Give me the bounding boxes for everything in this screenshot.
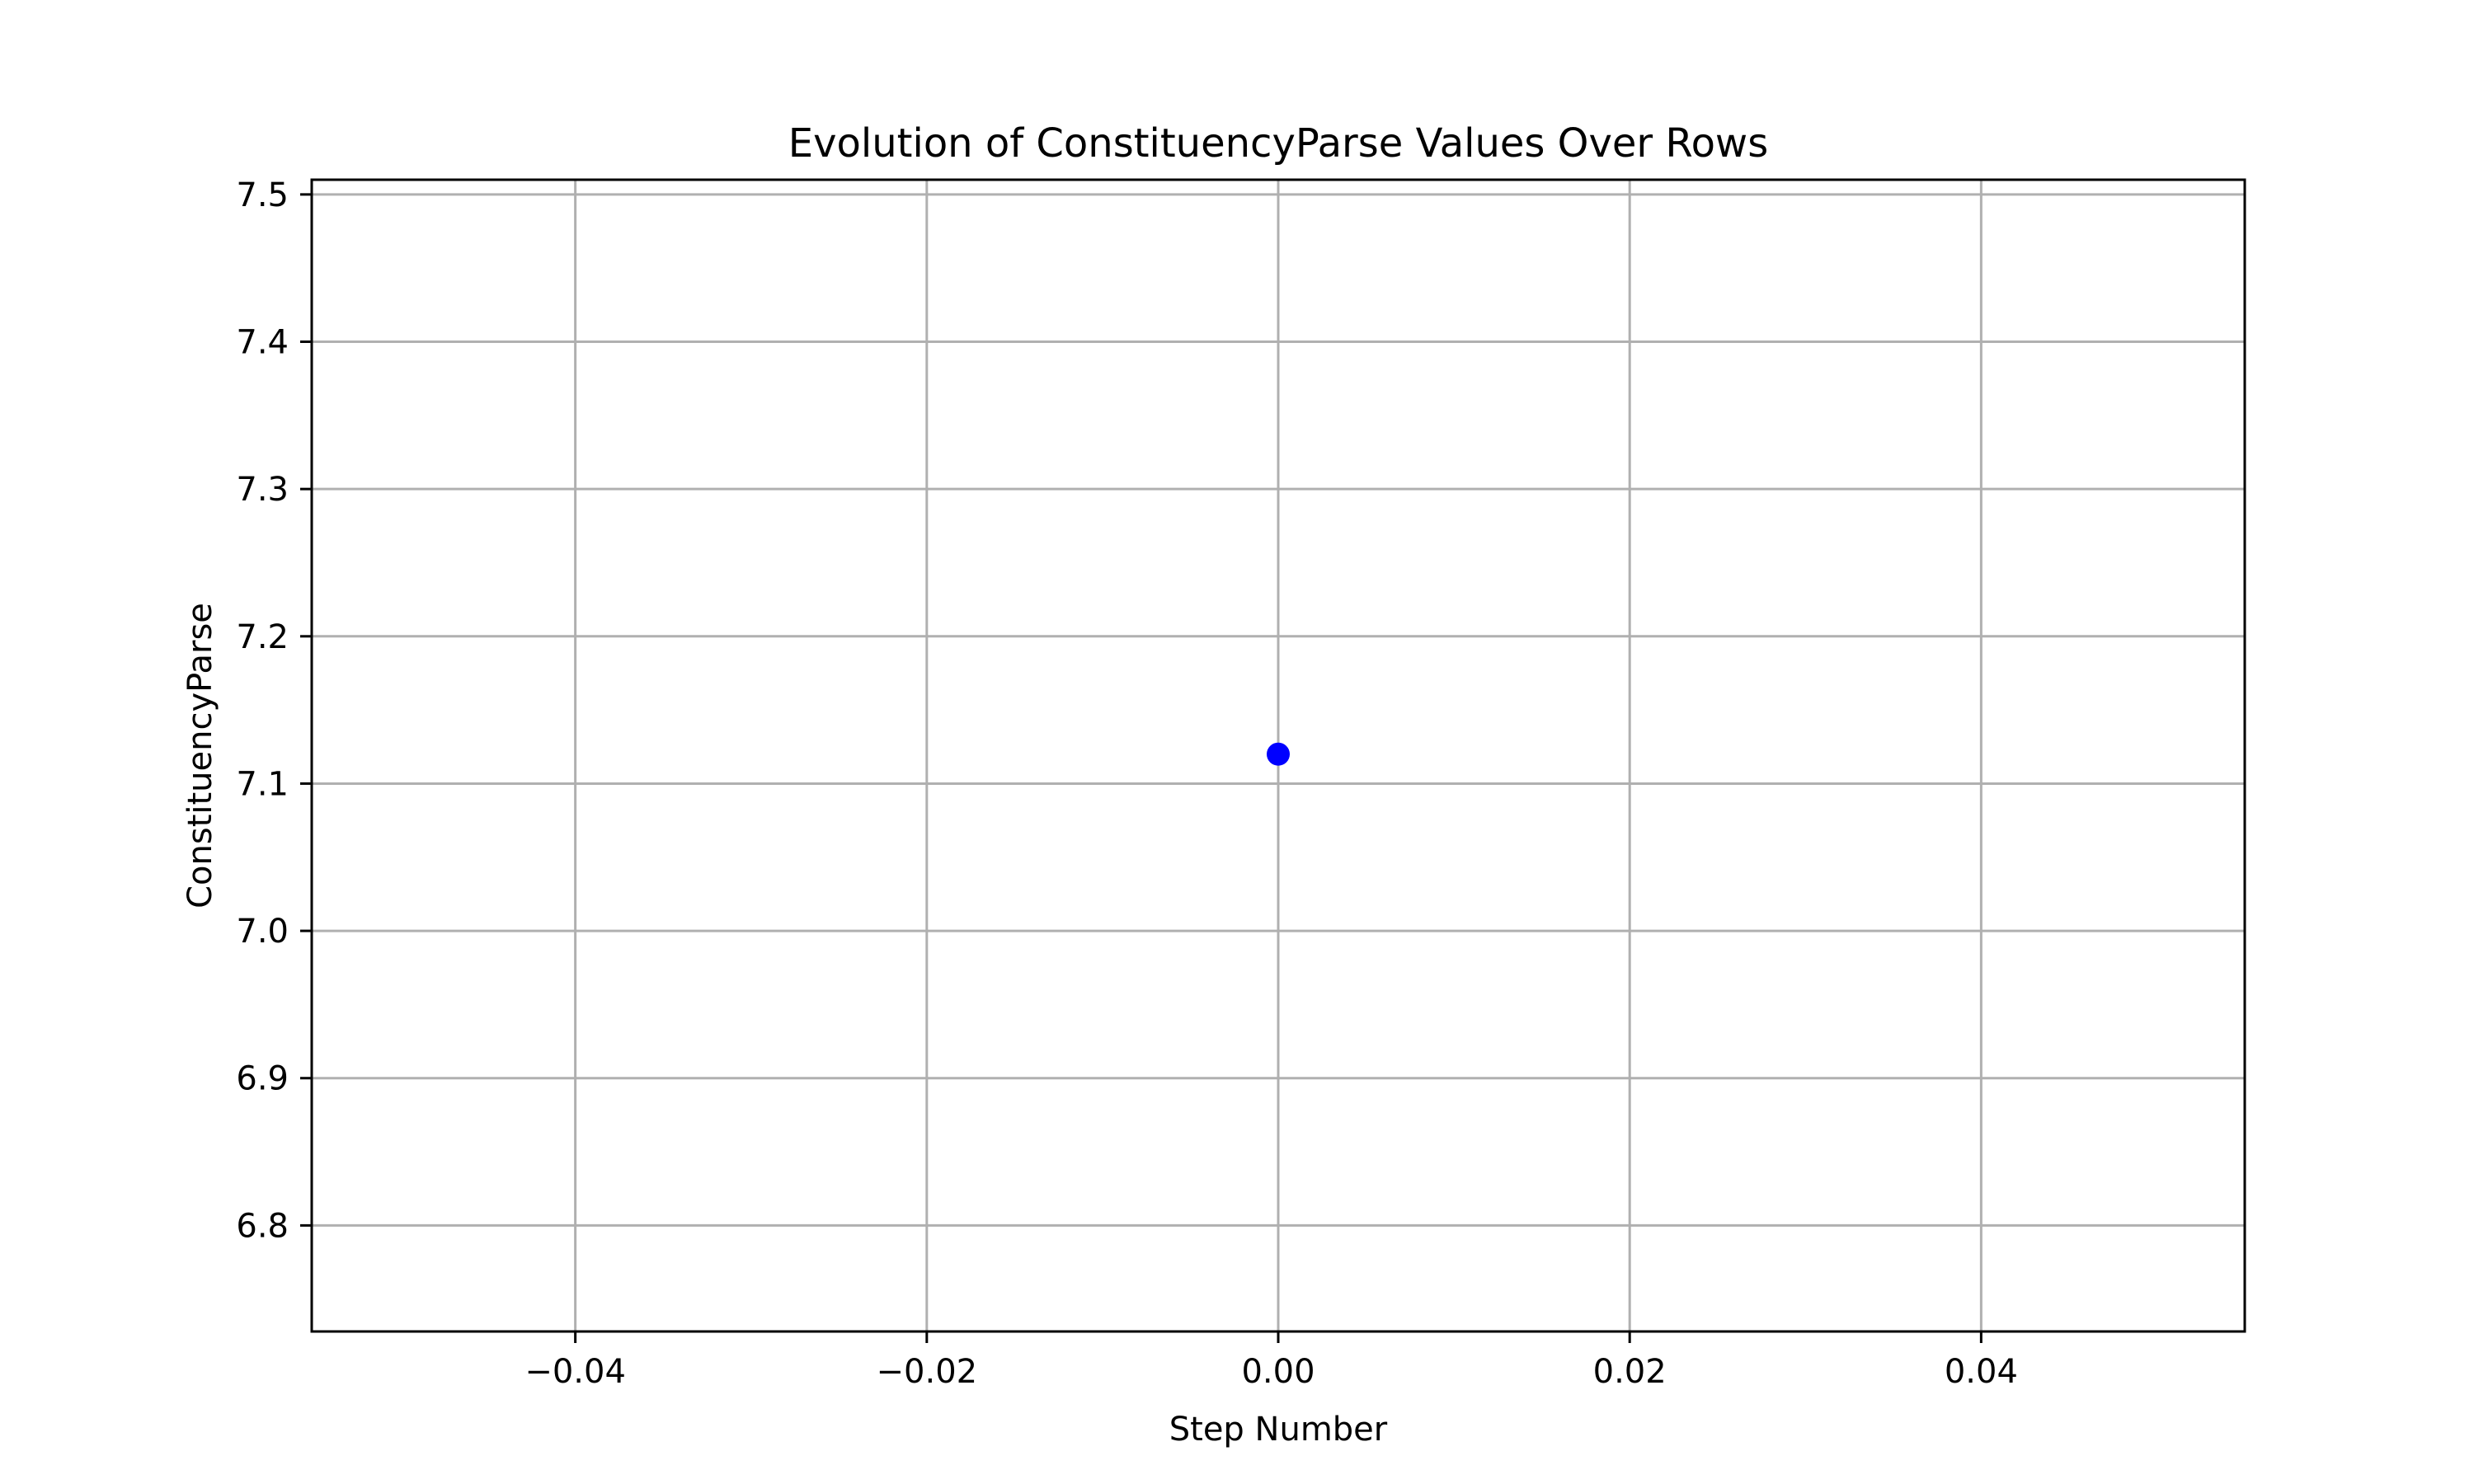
x-tick-label: 0.00 [1241, 1353, 1315, 1391]
x-tick-label: 0.04 [1945, 1353, 2018, 1391]
x-axis-ticks: −0.04 −0.02 0.00 0.02 0.04 [524, 1331, 2018, 1391]
y-tick-label: 7.5 [236, 176, 289, 214]
y-axis-ticks: 6.8 6.9 7.0 7.1 7.2 7.3 7.4 7.5 [236, 176, 312, 1245]
data-points [1267, 742, 1290, 766]
y-axis-label: ConstituencyParse [181, 603, 219, 909]
y-tick-label: 7.4 [236, 324, 289, 362]
data-point [1267, 742, 1290, 766]
x-tick-label: 0.02 [1593, 1353, 1667, 1391]
grid [312, 180, 2245, 1331]
chart-title: Evolution of ConstituencyParse Values Ov… [788, 120, 1768, 167]
y-tick-label: 7.2 [236, 618, 289, 656]
y-tick-label: 6.8 [236, 1207, 289, 1245]
plot-frame [310, 178, 2246, 1333]
y-tick-label: 7.3 [236, 471, 289, 509]
y-tick-label: 6.9 [236, 1060, 289, 1098]
x-tick-label: −0.02 [877, 1353, 978, 1391]
x-axis-label: Step Number [1169, 1411, 1388, 1449]
x-tick-label: −0.04 [524, 1353, 626, 1391]
y-tick-label: 7.0 [236, 913, 289, 951]
y-tick-label: 7.1 [236, 765, 289, 803]
